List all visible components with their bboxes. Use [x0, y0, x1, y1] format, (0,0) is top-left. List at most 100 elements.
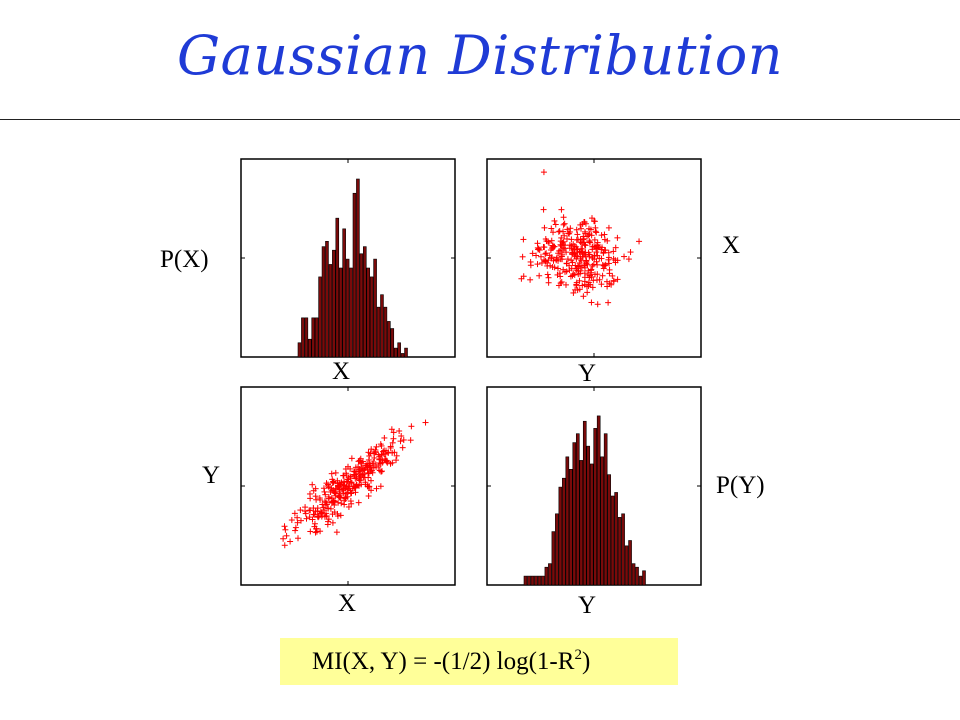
scatter-point: [314, 508, 321, 515]
scatter-point: [330, 479, 337, 486]
scatter-point: [560, 238, 567, 245]
histogram-bar: [558, 486, 563, 586]
scatter-point: [315, 514, 322, 521]
scatter-point: [573, 281, 580, 288]
scatter-point: [606, 280, 613, 287]
scatter-point: [370, 458, 377, 465]
histogram-bar: [390, 328, 395, 358]
scatter-point: [389, 439, 396, 446]
histogram-bar: [624, 545, 629, 586]
scatter-point: [581, 262, 588, 269]
scatter-point: [334, 510, 341, 517]
scatter-point: [594, 301, 601, 308]
scatter-point: [377, 460, 384, 467]
scatter-point: [566, 242, 573, 249]
scatter-point: [599, 272, 606, 279]
scatter-point: [364, 466, 371, 473]
scatter-point: [541, 224, 548, 231]
scatter-point: [555, 250, 562, 257]
scatter-point: [310, 511, 317, 518]
scatter-point: [538, 259, 545, 266]
histogram-bar: [638, 575, 643, 586]
scatter-point: [605, 299, 612, 306]
scatter-point: [601, 247, 608, 254]
scatter-point: [340, 472, 347, 479]
histogram-bar: [356, 178, 360, 358]
scatter-point: [574, 287, 581, 294]
histogram-bar: [600, 456, 604, 586]
histogram-bar: [631, 563, 636, 586]
scatter-point: [387, 460, 394, 467]
scatter-point: [614, 234, 621, 241]
scatter-point: [398, 432, 405, 439]
scatter-point: [575, 263, 582, 270]
scatter-point: [287, 538, 294, 545]
histogram-bar: [297, 342, 302, 358]
histogram-y-plot: [486, 386, 702, 586]
histogram-bar: [593, 428, 597, 586]
scatter-point: [281, 542, 288, 549]
scatter-point: [350, 471, 357, 478]
scatter-point: [347, 475, 354, 482]
scatter-point: [375, 463, 382, 470]
scatter-point: [527, 262, 534, 269]
scatter-point: [600, 250, 607, 257]
scatter-point: [567, 225, 574, 232]
scatter-point: [336, 488, 343, 495]
scatter-point: [325, 495, 332, 502]
scatter-point: [569, 249, 576, 256]
scatter-point: [309, 516, 316, 523]
scatter-point: [368, 467, 375, 474]
scatter-point: [596, 255, 603, 262]
histogram-bar: [318, 276, 322, 358]
histogram-bar: [607, 474, 611, 586]
scatter-point: [388, 426, 395, 433]
scatter-point: [356, 482, 363, 489]
scatter-point: [574, 236, 581, 243]
histogram-bar: [325, 241, 329, 358]
scatter-point: [558, 206, 565, 213]
scatter-point: [582, 242, 589, 249]
mutual-information-formula: MI(X, Y) = -(1/2) log(1-R2): [280, 638, 678, 685]
scatter-point: [572, 252, 579, 259]
scatter-point: [579, 253, 586, 260]
scatter-point: [625, 256, 632, 263]
scatter-point: [543, 250, 550, 257]
label-top-left-x: X: [332, 358, 351, 385]
scatter-point: [312, 529, 319, 536]
scatter-point: [320, 504, 327, 511]
scatter-point: [297, 507, 304, 514]
scatter-point: [552, 221, 559, 228]
scatter-point: [544, 271, 551, 278]
scatter-point: [560, 228, 567, 235]
histogram-bar: [603, 433, 608, 586]
scatter-point: [377, 483, 384, 490]
histogram-bar: [582, 420, 587, 586]
scatter-point: [601, 231, 608, 238]
scatter-point: [580, 293, 587, 300]
scatter-point: [538, 253, 545, 260]
histogram-bar: [541, 575, 545, 586]
scatter-point: [568, 265, 575, 272]
scatter-point: [589, 262, 596, 269]
scatter-point: [598, 281, 605, 288]
scatter-point: [577, 221, 584, 228]
scatter-point: [282, 526, 289, 533]
scatter-point: [566, 230, 573, 237]
scatter-point: [519, 253, 526, 260]
scatter-point: [553, 256, 560, 263]
scatter-point: [604, 283, 611, 290]
histogram-bar: [635, 566, 639, 586]
scatter-point: [598, 246, 605, 253]
scatter-point: [344, 463, 351, 470]
scatter-point: [585, 249, 592, 256]
scatter-point: [573, 246, 580, 253]
scatter-point: [581, 219, 588, 226]
scatter-point: [297, 517, 304, 524]
scatter-point: [576, 277, 583, 284]
scatter-point: [561, 220, 568, 227]
scatter-point: [563, 235, 570, 242]
scatter-point: [557, 273, 564, 280]
scatter-point: [368, 487, 375, 494]
scatter-point: [596, 276, 603, 283]
